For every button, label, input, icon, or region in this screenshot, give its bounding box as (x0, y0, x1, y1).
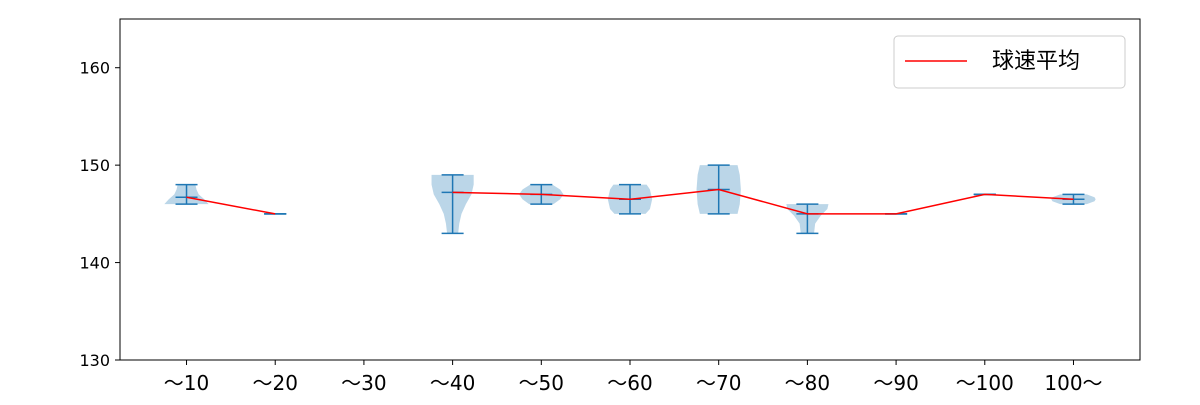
mean-line (187, 197, 276, 214)
y-tick-label: 150 (79, 156, 110, 175)
x-tick-label: ～100 (956, 371, 1014, 395)
x-tick-label: ～60 (607, 371, 652, 395)
x-tick-label: ～30 (341, 371, 386, 395)
x-tick-label: ～80 (785, 371, 830, 395)
x-tick-label: ～20 (252, 371, 297, 395)
x-tick-label: ～50 (519, 371, 564, 395)
x-tick-label: ～70 (696, 371, 741, 395)
y-tick-label: 160 (79, 59, 110, 78)
x-tick-label: ～10 (164, 371, 209, 395)
legend-label: 球速平均 (992, 49, 1080, 74)
x-tick-label: 100～ (1044, 371, 1102, 395)
x-tick-label: ～40 (430, 371, 475, 395)
legend: 球速平均 (894, 36, 1125, 88)
y-tick-label: 130 (79, 351, 110, 370)
y-tick-label: 140 (79, 254, 110, 273)
x-tick-label: ～90 (873, 371, 918, 395)
